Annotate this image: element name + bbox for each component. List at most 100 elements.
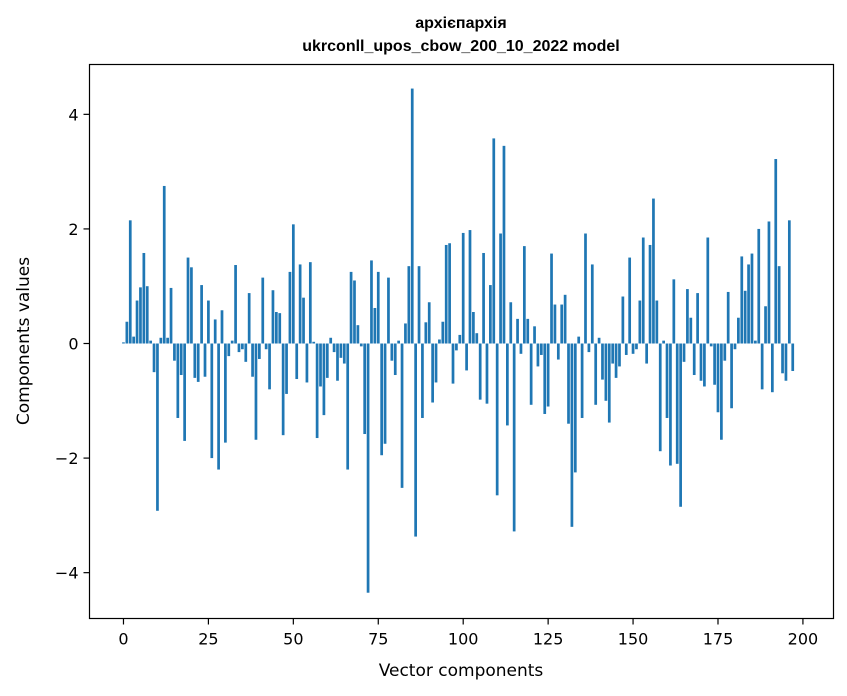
bar-70: [359, 343, 363, 347]
bar-178: [726, 291, 730, 344]
bar-164: [679, 343, 682, 507]
bar-157: [655, 300, 659, 344]
bar-104: [475, 333, 479, 344]
x-tick-label-100: 100: [448, 630, 479, 649]
bar-96: [448, 243, 451, 344]
bar-154: [645, 343, 649, 364]
bar-37: [247, 293, 251, 344]
bar-81: [397, 340, 401, 344]
bar-11: [159, 337, 163, 344]
bar-191: [770, 343, 774, 393]
bar-17: [179, 343, 183, 376]
bar-52: [298, 264, 302, 344]
bar-60: [325, 343, 329, 378]
bar-118: [522, 246, 526, 344]
bar-100: [461, 232, 465, 344]
bar-109: [492, 138, 496, 344]
bar-68: [353, 280, 356, 344]
bar-120: [529, 343, 533, 405]
bar-18: [183, 343, 186, 441]
bar-46: [278, 313, 282, 344]
bar-148: [624, 343, 628, 355]
x-tick-label-25: 25: [198, 630, 218, 649]
bar-59: [322, 343, 326, 416]
bar-187: [757, 228, 761, 344]
bar-28: [217, 343, 220, 470]
bar-1: [125, 321, 129, 344]
bar-44: [271, 290, 275, 344]
bar-3: [132, 336, 136, 344]
bar-113: [506, 343, 509, 426]
bar-194: [781, 343, 784, 374]
bar-40: [258, 343, 261, 359]
bar-26: [210, 343, 214, 459]
bar-58: [319, 343, 322, 387]
bar-50: [291, 224, 295, 344]
chart-title-line-2: ukrconll_upos_cbow_200_10_2022 model: [302, 38, 619, 55]
bar-83: [404, 323, 407, 344]
bar-14: [169, 287, 173, 344]
x-tick-label-50: 50: [283, 630, 303, 649]
bar-160: [665, 343, 669, 418]
chart-title-line-1: архієпархія: [415, 15, 506, 32]
bar-152: [638, 300, 642, 344]
bar-135: [580, 343, 584, 418]
bar-170: [699, 343, 703, 381]
bar-98: [455, 343, 458, 351]
bar-34: [237, 343, 241, 353]
bar-161: [669, 343, 672, 466]
bar-174: [713, 343, 716, 385]
bar-41: [261, 277, 265, 344]
bar-197: [791, 343, 795, 372]
bar-43: [268, 343, 271, 390]
bar-48: [285, 343, 288, 394]
bar-150: [631, 343, 635, 354]
bar-30: [224, 343, 227, 443]
bar-171: [703, 343, 706, 387]
bar-64: [339, 343, 343, 358]
bar-115: [512, 343, 516, 532]
bar-7: [145, 286, 149, 344]
bar-142: [604, 343, 608, 401]
bar-36: [244, 343, 248, 362]
bar-188: [760, 343, 764, 390]
bar-107: [485, 343, 489, 404]
bar-149: [628, 257, 632, 344]
bar-195: [784, 343, 788, 381]
bar-27: [213, 319, 217, 344]
bar-196: [787, 220, 791, 344]
bar-93: [438, 339, 441, 344]
bar-66: [346, 343, 350, 470]
bar-0: [122, 342, 125, 344]
x-axis-ticks: 0 25 50 75 100 125 150 175 200: [118, 618, 818, 649]
bar-72: [366, 343, 370, 593]
bar-80: [393, 343, 397, 376]
bar-155: [648, 244, 652, 344]
bar-128: [556, 343, 560, 360]
bar-177: [723, 343, 727, 361]
bar-33: [234, 265, 237, 344]
bar-137: [587, 343, 591, 353]
bar-39: [254, 343, 258, 440]
bar-138: [590, 264, 594, 344]
bar-22: [196, 343, 200, 382]
bar-173: [709, 343, 713, 347]
x-tick-label-0: 0: [118, 630, 128, 649]
bar-117: [519, 343, 523, 354]
bar-143: [607, 343, 611, 423]
bar-4: [135, 300, 139, 344]
bar-67: [349, 271, 353, 344]
bar-91: [431, 343, 434, 403]
bar-61: [329, 337, 333, 344]
bar-2: [128, 220, 132, 344]
x-tick-label-175: 175: [703, 630, 734, 649]
bar-62: [332, 343, 336, 353]
bar-124: [543, 343, 547, 414]
y-axis-ticks: −4 −2 0 2 4: [55, 105, 90, 583]
bar-172: [706, 237, 710, 344]
bar-134: [577, 336, 581, 344]
bar-133: [573, 343, 577, 473]
bar-54: [305, 343, 309, 383]
bar-176: [720, 343, 723, 440]
bars-group: [122, 88, 795, 593]
